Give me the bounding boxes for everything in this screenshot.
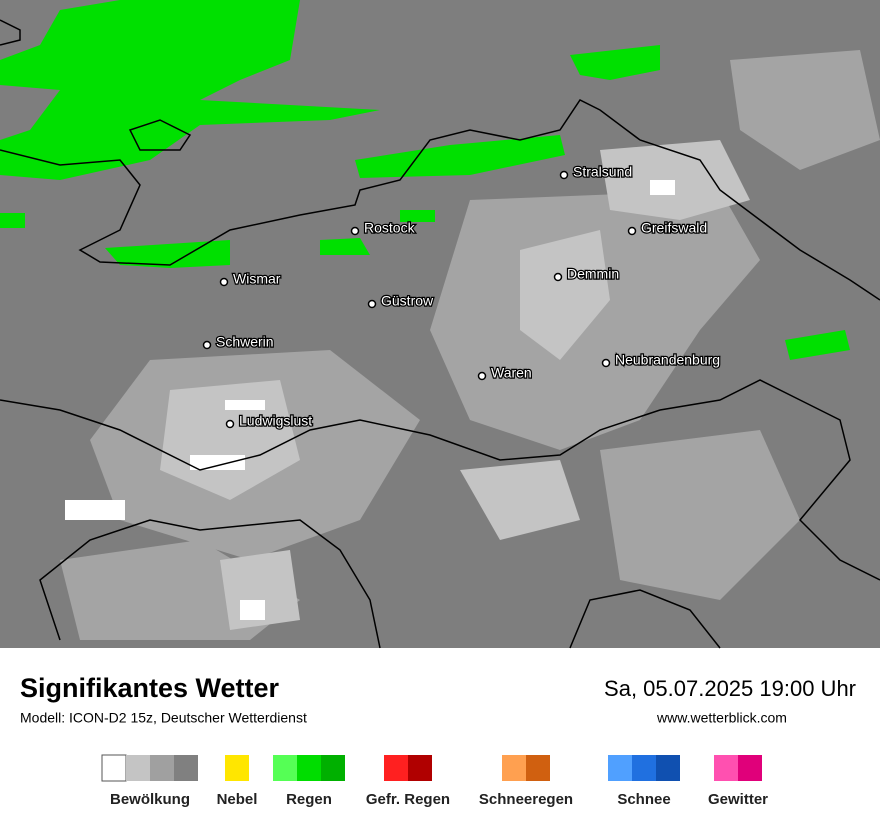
- legend-label: Nebel: [217, 791, 258, 808]
- city-label: Ludwigslust: [239, 413, 312, 429]
- city-dot: [225, 419, 235, 429]
- legend-swatch: [738, 755, 762, 781]
- city-dot: [601, 358, 611, 368]
- legend-swatch: [408, 755, 432, 781]
- legend-label: Schnee: [617, 791, 670, 808]
- legend-swatch: [174, 755, 198, 781]
- title: Signifikantes Wetter: [20, 673, 280, 703]
- borders: [0, 19, 880, 649]
- legend-swatch: [714, 755, 738, 781]
- legend-swatch: [150, 755, 174, 781]
- city-label: Schwerin: [216, 334, 274, 350]
- city-label: Güstrow: [381, 293, 434, 309]
- legend-swatch: [526, 755, 550, 781]
- legend-swatch: [321, 755, 345, 781]
- city-dot: [627, 226, 637, 236]
- city-dot: [219, 277, 229, 287]
- website: www.wetterblick.com: [656, 710, 787, 726]
- legend-label: Gewitter: [708, 791, 768, 808]
- city-dot: [367, 299, 377, 309]
- legend-swatch: [273, 755, 297, 781]
- legend-label: Regen: [286, 791, 332, 808]
- cloud-clear: [65, 180, 675, 620]
- city-label: Rostock: [364, 220, 416, 236]
- model-info: Modell: ICON-D2 15z, Deutscher Wetterdie…: [20, 710, 307, 726]
- footer: Signifikantes Wetter Modell: ICON-D2 15z…: [20, 673, 856, 808]
- city-dot: [477, 371, 487, 381]
- city-label: Neubrandenburg: [615, 352, 720, 368]
- city-label: Greifswald: [641, 220, 707, 236]
- legend-label: Gefr. Regen: [366, 791, 450, 808]
- legend-swatch: [384, 755, 408, 781]
- city-dot: [559, 170, 569, 180]
- legend-label: Schneeregen: [479, 791, 573, 808]
- city-label: Wismar: [233, 271, 281, 287]
- legend-swatch: [126, 755, 150, 781]
- legend-swatch: [225, 755, 249, 781]
- legend-swatch: [502, 755, 526, 781]
- legend-swatch: [101, 754, 127, 782]
- legend-swatch: [297, 755, 321, 781]
- datetime: Sa, 05.07.2025 19:00 Uhr: [604, 676, 856, 701]
- city-dot: [350, 226, 360, 236]
- map: Stralsund Rostock Greifswald Wismar Demmin Gü…: [0, 0, 880, 649]
- city-dot: [202, 340, 212, 350]
- legend-swatch: [608, 755, 632, 781]
- city-label: Demmin: [567, 266, 619, 282]
- city-labels: Stralsund Rostock Greifswald Wismar Demmin Gü…: [202, 162, 721, 430]
- rain: [0, 0, 850, 360]
- legend-swatch: [632, 755, 656, 781]
- legend-swatch: [656, 755, 680, 781]
- city-label: Waren: [491, 365, 532, 381]
- city-label: Stralsund: [573, 164, 632, 180]
- city-dot: [553, 272, 563, 282]
- legend: Bewölkung Nebel Regen Gefr. Regen Schneerege…: [101, 754, 768, 808]
- legend-label: Bewölkung: [110, 791, 190, 808]
